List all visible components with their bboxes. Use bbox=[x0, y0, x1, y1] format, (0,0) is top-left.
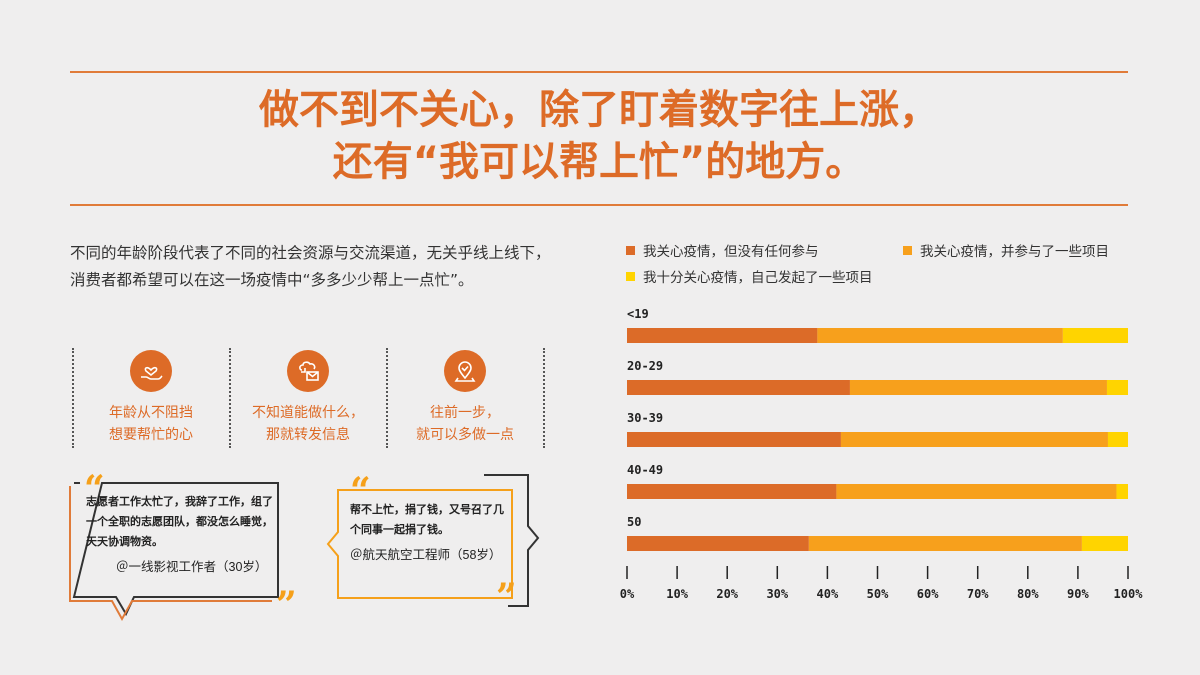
x-tick-label: 10% bbox=[666, 587, 688, 601]
bar-segment bbox=[627, 380, 850, 395]
x-tick-label: 60% bbox=[917, 587, 939, 601]
x-tick-label: 0% bbox=[620, 587, 635, 601]
bar-segment bbox=[808, 536, 1082, 551]
title-line-2: 还有“我可以帮上忙”的地方。 bbox=[332, 139, 866, 185]
quote-bubble-2-frame bbox=[326, 474, 540, 607]
divider bbox=[386, 348, 388, 448]
bottom-rule bbox=[70, 204, 1128, 206]
quote-1: 志愿者工作太忙了，我辞了工作，组了一个全职的志愿团队，都没怎么睡觉，天天协调物资… bbox=[86, 492, 274, 575]
legend-swatch bbox=[626, 245, 635, 255]
legend-label: 我十分关心疫情，自己发起了一些项目 bbox=[643, 270, 873, 286]
x-tick-label: 90% bbox=[1067, 587, 1089, 601]
bar-segment bbox=[627, 484, 837, 499]
bar-segment bbox=[840, 432, 1108, 447]
legend-item-3: 我十分关心疫情，自己发起了一些项目 bbox=[626, 266, 873, 286]
feature-line-2: 那就转发信息 bbox=[266, 427, 350, 443]
feature-column-1: 年龄从不阻挡 想要帮忙的心 bbox=[73, 350, 229, 450]
quote-text: 帮不上忙，捐了钱，又号召了几个同事一起捐了钱。 bbox=[350, 503, 504, 536]
category-label: 50 bbox=[627, 515, 641, 529]
category-label: 20-29 bbox=[627, 359, 663, 373]
x-tick-label: 40% bbox=[817, 587, 839, 601]
feature-line-1: 往前一步， bbox=[430, 405, 500, 421]
quote-text: 志愿者工作太忙了，我辞了工作，组了一个全职的志愿团队，都没怎么睡觉，天天协调物资… bbox=[86, 495, 273, 548]
intro-paragraph: 不同的年龄阶段代表了不同的社会资源与交流渠道，无关乎线上线下，消费者都希望可以在… bbox=[70, 244, 551, 289]
feature-line-1: 不知道能做什么， bbox=[252, 405, 364, 421]
bar-segment bbox=[836, 484, 1117, 499]
feature-line-1: 年龄从不阻挡 bbox=[109, 405, 193, 421]
divider bbox=[72, 348, 74, 448]
title-line-1: 做不到不关心，除了盯着数字往上涨， bbox=[259, 87, 939, 133]
forward-message-icon bbox=[287, 350, 329, 392]
legend-label: 我关心疫情，但没有任何参与 bbox=[643, 244, 819, 260]
category-label: 40-49 bbox=[627, 463, 663, 477]
quote-bubble-1-frame bbox=[69, 482, 279, 622]
legend-label: 我关心疫情，并参与了一些项目 bbox=[920, 244, 1109, 260]
bar-segment bbox=[627, 536, 809, 551]
open-quote-icon: “ bbox=[350, 470, 371, 512]
bar-segment bbox=[849, 380, 1107, 395]
quote-2: 帮不上忙，捐了钱，又号召了几个同事一起捐了钱。 ＠航天航空工程师（58岁） bbox=[350, 500, 510, 563]
close-quote-icon: ” bbox=[496, 576, 517, 618]
close-quote-icon: ” bbox=[276, 584, 297, 626]
legend-item-1: 我关心疫情，但没有任何参与 bbox=[626, 240, 819, 260]
top-rule bbox=[70, 71, 1128, 73]
feature-column-3: 往前一步， 就可以多做一点 bbox=[387, 350, 543, 450]
stacked-bar-chart: <19 20-29 30-39 40-49 50 0% 10% 20% 30% 40% 50% 60%… bbox=[620, 307, 1144, 601]
location-pin-icon bbox=[444, 350, 486, 392]
x-tick-label: 80% bbox=[1017, 587, 1039, 601]
bar-segment bbox=[1081, 536, 1128, 551]
x-tick-label: 20% bbox=[716, 587, 738, 601]
quote-author: ＠一线影视工作者（30岁） bbox=[116, 560, 268, 574]
hand-heart-icon bbox=[130, 350, 172, 392]
category-label: <19 bbox=[627, 307, 649, 321]
bar-segment bbox=[627, 328, 818, 343]
bar-segment bbox=[627, 432, 841, 447]
bar-segment bbox=[1062, 328, 1128, 343]
x-tick-label: 30% bbox=[766, 587, 788, 601]
bar-segment bbox=[1116, 484, 1128, 499]
x-tick-label: 70% bbox=[967, 587, 989, 601]
x-tick-label: 100% bbox=[1114, 587, 1144, 601]
legend-swatch bbox=[903, 245, 912, 255]
page-title: 做不到不关心，除了盯着数字往上涨， 还有“我可以帮上忙”的地方。 bbox=[70, 84, 1128, 188]
bar-segment bbox=[1106, 380, 1128, 395]
divider bbox=[229, 348, 231, 448]
x-tick-label: 50% bbox=[867, 587, 889, 601]
feature-line-2: 想要帮忙的心 bbox=[109, 427, 193, 443]
bar-segment bbox=[1107, 432, 1128, 447]
bar-segment bbox=[817, 328, 1063, 343]
category-label: 30-39 bbox=[627, 411, 663, 425]
legend-item-2: 我关心疫情，并参与了一些项目 bbox=[903, 240, 1109, 260]
quote-author: ＠航天航空工程师（58岁） bbox=[350, 548, 502, 562]
feature-column-2: 不知道能做什么， 那就转发信息 bbox=[230, 350, 386, 450]
divider bbox=[543, 348, 545, 448]
feature-line-2: 就可以多做一点 bbox=[416, 427, 514, 443]
open-quote-icon: “ bbox=[84, 468, 105, 510]
legend-swatch bbox=[626, 271, 635, 281]
